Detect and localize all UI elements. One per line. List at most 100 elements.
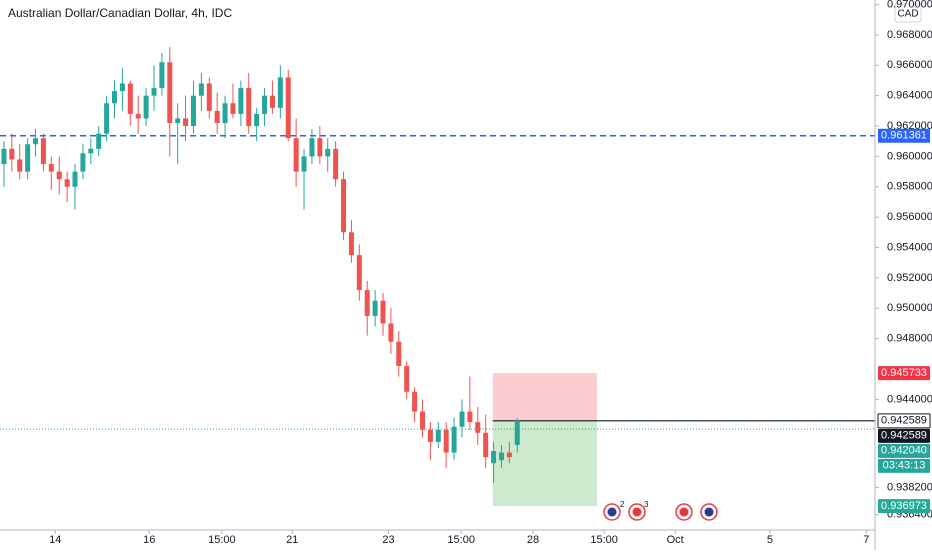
- price-label-box: [877, 413, 931, 429]
- candle-body: [317, 138, 323, 157]
- event-flag: [704, 507, 714, 517]
- candle-body: [293, 138, 299, 172]
- candle-body: [64, 179, 70, 187]
- event-flag: [679, 507, 689, 517]
- candle-body: [159, 62, 165, 89]
- price-label: 0.961361: [881, 130, 927, 142]
- candle-body: [277, 77, 283, 108]
- price-label-box: [878, 499, 930, 514]
- currency-box[interactable]: [894, 3, 922, 23]
- x-tick-label: 21: [286, 534, 298, 546]
- event-count: 2: [620, 500, 625, 509]
- candle-body: [175, 118, 181, 124]
- y-tick-label: 0.938200: [887, 481, 932, 493]
- candle-body: [467, 411, 473, 423]
- candle-body: [25, 144, 31, 172]
- y-tick-label: 0.962000: [887, 120, 932, 132]
- candle-body: [412, 391, 418, 412]
- stop-zone: [492, 373, 598, 421]
- candle-body: [341, 179, 347, 233]
- candle-body: [112, 91, 118, 104]
- event-count: 3: [644, 500, 649, 509]
- candle-body: [119, 83, 125, 92]
- candle-body: [285, 77, 291, 139]
- candle-body: [246, 88, 252, 127]
- candle-body: [80, 153, 86, 172]
- price-label-box: [878, 443, 930, 458]
- candle-body: [72, 171, 78, 187]
- candle-body: [388, 323, 394, 342]
- x-tick-label: 5: [767, 534, 773, 546]
- candle-body: [230, 103, 236, 114]
- price-label: 0.942589: [881, 430, 927, 442]
- candle-body: [262, 95, 268, 114]
- candle-body: [17, 159, 23, 172]
- candle-body: [435, 429, 441, 442]
- price-label: 0.942040: [881, 445, 927, 457]
- candle-body: [104, 103, 110, 134]
- candle-body: [56, 171, 62, 180]
- candle-body: [333, 148, 339, 180]
- x-tick-label: 23: [382, 534, 394, 546]
- candle-body: [498, 452, 504, 461]
- x-tick-label: 15:00: [590, 534, 618, 546]
- x-tick-label: Oct: [667, 534, 684, 546]
- candle-body: [167, 62, 173, 124]
- candle-body: [222, 103, 228, 124]
- candle-body: [1, 148, 7, 165]
- candle-body: [40, 138, 46, 165]
- y-tick-label: 0.968000: [887, 29, 932, 41]
- y-tick-label: 0.956000: [887, 211, 932, 223]
- candle-body: [396, 341, 402, 366]
- candle-body: [88, 148, 94, 154]
- candle-body: [238, 88, 244, 114]
- y-tick-label: 0.958000: [887, 181, 932, 193]
- candle-body: [190, 95, 196, 127]
- candle-body: [183, 118, 189, 127]
- candle-body: [325, 148, 331, 157]
- price-label: 0.936973: [881, 500, 927, 512]
- candle-body: [301, 156, 307, 172]
- candle-body: [96, 133, 102, 149]
- y-tick-label: 0.954000: [887, 241, 932, 253]
- events[interactable]: 2 3: [603, 500, 718, 521]
- candle-body: [348, 232, 354, 256]
- y-tick-label: 0.950000: [887, 302, 932, 314]
- price-label-box: [878, 458, 930, 473]
- candle-body: [483, 432, 489, 458]
- candle-body: [198, 83, 204, 96]
- candle-body: [380, 300, 386, 324]
- event-flag: [607, 507, 617, 517]
- candle-body: [451, 426, 457, 453]
- candle-body: [269, 95, 275, 108]
- candle-body: [135, 113, 141, 119]
- x-tick-label: 15:00: [208, 534, 236, 546]
- x-tick-label: 28: [527, 534, 539, 546]
- y-tick-label: 0.948000: [887, 333, 932, 345]
- x-tick-label: 14: [49, 534, 61, 546]
- candle-body: [48, 164, 54, 172]
- candle-body: [254, 113, 260, 127]
- y-tick-label: 0.952000: [887, 272, 932, 284]
- candle-body: [475, 422, 481, 433]
- candle-body: [372, 300, 378, 316]
- currency[interactable]: CAD: [897, 9, 918, 20]
- candle-body: [127, 83, 133, 114]
- candle-body: [309, 138, 315, 157]
- candle-body: [491, 451, 497, 464]
- price-label: 0.945733: [881, 367, 927, 379]
- candle-body: [143, 95, 149, 119]
- y-tick-label: 0.944000: [887, 393, 932, 405]
- candle-body: [364, 290, 370, 316]
- candle-body: [404, 365, 410, 392]
- candle-body: [506, 452, 512, 458]
- candle-body: [33, 138, 39, 145]
- candle-body: [356, 255, 362, 291]
- candle-body: [206, 83, 212, 111]
- candle-body: [9, 148, 15, 160]
- candle-body: [427, 429, 433, 442]
- price-label: 03:43:13: [883, 460, 926, 472]
